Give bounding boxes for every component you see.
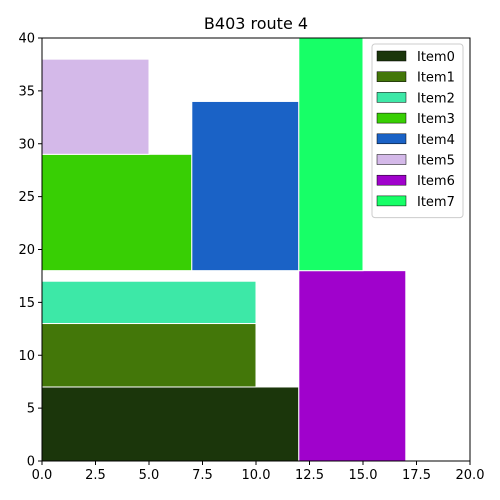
legend-label-item7: Item7 (417, 195, 455, 210)
rect-item7 (298, 37, 364, 272)
rect-item5 (41, 58, 150, 155)
y-tick-label: 0 (27, 455, 35, 470)
rect-item1 (41, 323, 257, 388)
rect-item6 (298, 270, 407, 462)
x-tick-label: 5.0 (139, 468, 160, 483)
rect-item3 (41, 153, 193, 272)
legend-label-item2: Item2 (417, 91, 455, 106)
y-tick-label: 5 (27, 402, 35, 417)
legend-swatch-item4 (376, 133, 407, 145)
x-tick-label: 0.0 (32, 468, 53, 483)
y-tick-label: 20 (18, 243, 35, 258)
legend: Item0 Item1 Item2 Item3 Item4 Item5 Item6 Item7 (371, 43, 464, 219)
legend-label-item0: Item0 (417, 50, 455, 65)
x-tick-label: 20.0 (456, 468, 485, 483)
legend-swatch-item2 (376, 92, 407, 103)
y-tick-label: 10 (18, 349, 35, 364)
legend-label-item3: Item3 (417, 112, 455, 127)
x-tick-label: 17.5 (402, 468, 431, 483)
x-tick-label: 12.5 (295, 468, 324, 483)
chart-title: B403 route 4 (204, 14, 308, 33)
rect-item4 (191, 100, 300, 272)
legend-swatch-item5 (376, 154, 407, 165)
y-axis: 0 5 10 15 20 25 30 35 40 (18, 32, 42, 470)
y-tick-label: 30 (18, 137, 35, 152)
x-tick-label: 10.0 (242, 468, 271, 483)
y-tick-label: 35 (18, 84, 35, 99)
legend-label-item5: Item5 (417, 154, 455, 169)
y-tick-label: 15 (18, 296, 35, 311)
legend-swatch-item6 (376, 174, 407, 186)
rect-item0 (41, 386, 300, 462)
legend-swatch-item1 (376, 71, 407, 82)
legend-label-item1: Item1 (417, 71, 455, 86)
legend-swatch-item7 (376, 195, 407, 207)
x-axis: 0.0 2.5 5.0 7.5 10.0 12.5 15.0 17.5 20.0 (32, 461, 485, 483)
y-tick-label: 25 (18, 190, 35, 205)
chart-marks (41, 37, 407, 462)
x-tick-label: 2.5 (85, 468, 106, 483)
legend-swatch-item3 (376, 112, 407, 124)
legend-box (371, 43, 464, 219)
y-tick-label: 40 (18, 32, 35, 47)
x-tick-label: 15.0 (349, 468, 378, 483)
x-tick-label: 7.5 (192, 468, 213, 483)
rect-item2 (41, 280, 257, 325)
legend-label-item4: Item4 (417, 133, 455, 148)
legend-swatch-item0 (376, 50, 407, 62)
legend-label-item6: Item6 (417, 174, 455, 189)
